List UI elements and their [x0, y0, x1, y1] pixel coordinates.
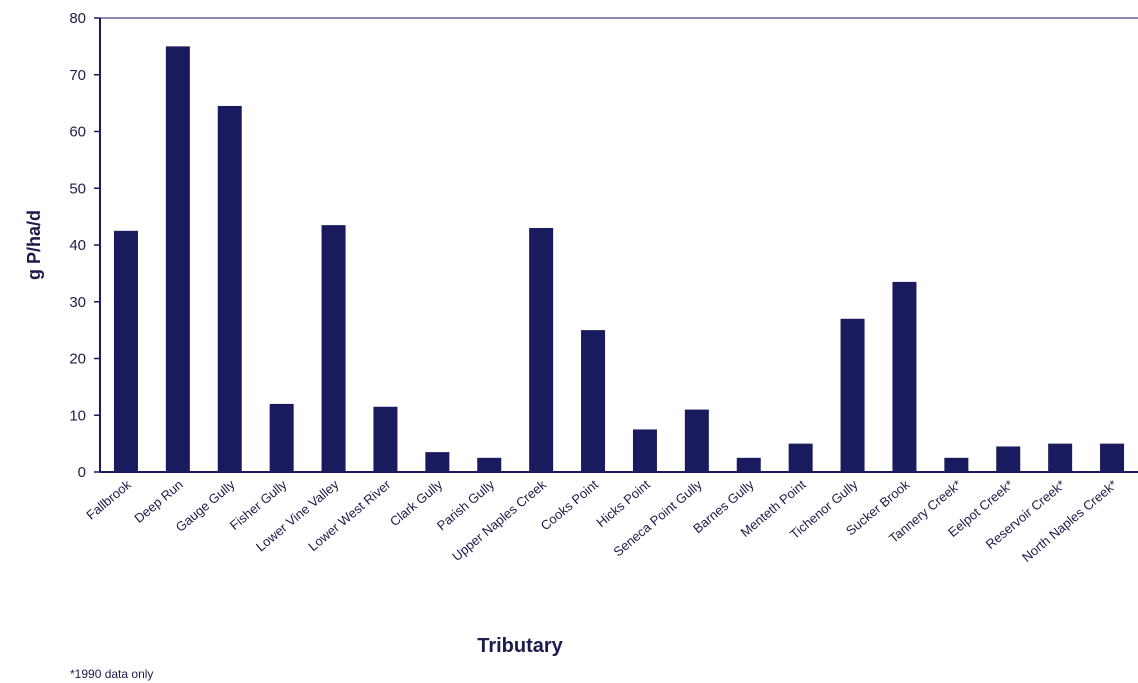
bar	[269, 403, 294, 472]
bar	[892, 281, 917, 472]
bar	[373, 406, 398, 472]
bar	[1100, 443, 1125, 472]
bar	[529, 227, 554, 472]
x-tick-label: Cooks Point	[538, 477, 602, 534]
bar	[944, 457, 969, 472]
y-tick-label: 0	[78, 464, 86, 481]
bar	[165, 46, 190, 472]
x-tick-label: Upper Naples Creek	[449, 476, 549, 564]
y-tick-label: 60	[69, 124, 86, 141]
footnote: *1990 data only	[70, 667, 153, 681]
y-tick-label: 80	[69, 10, 86, 27]
bar	[632, 429, 657, 472]
x-tick-label: Seneca Point Gully	[610, 476, 705, 559]
y-tick-label: 70	[69, 67, 86, 84]
y-axis-ticks: 0 10 20 30 40 50 60 70 80	[69, 10, 100, 481]
bar	[581, 330, 606, 472]
x-tick-label: North Naples Creek*	[1019, 477, 1120, 565]
y-tick-label: 10	[69, 407, 86, 424]
x-tick-label: Fallbrook	[83, 476, 134, 522]
y-tick-label: 30	[69, 294, 86, 311]
bar	[425, 452, 450, 472]
bar	[1048, 443, 1073, 472]
y-axis-title: g P/ha/d	[24, 210, 44, 280]
bar	[113, 230, 138, 472]
bar	[736, 457, 761, 472]
y-tick-label: 40	[69, 237, 86, 254]
bar	[217, 105, 242, 473]
bar	[788, 443, 813, 472]
y-tick-label: 50	[69, 180, 86, 197]
y-tick-label: 20	[69, 351, 86, 368]
bar	[477, 457, 502, 472]
bars-group	[113, 46, 1125, 473]
x-axis-title: Tributary	[477, 635, 563, 657]
bar	[840, 318, 865, 472]
bar	[321, 225, 346, 472]
bar	[684, 409, 709, 472]
bar	[996, 446, 1021, 472]
